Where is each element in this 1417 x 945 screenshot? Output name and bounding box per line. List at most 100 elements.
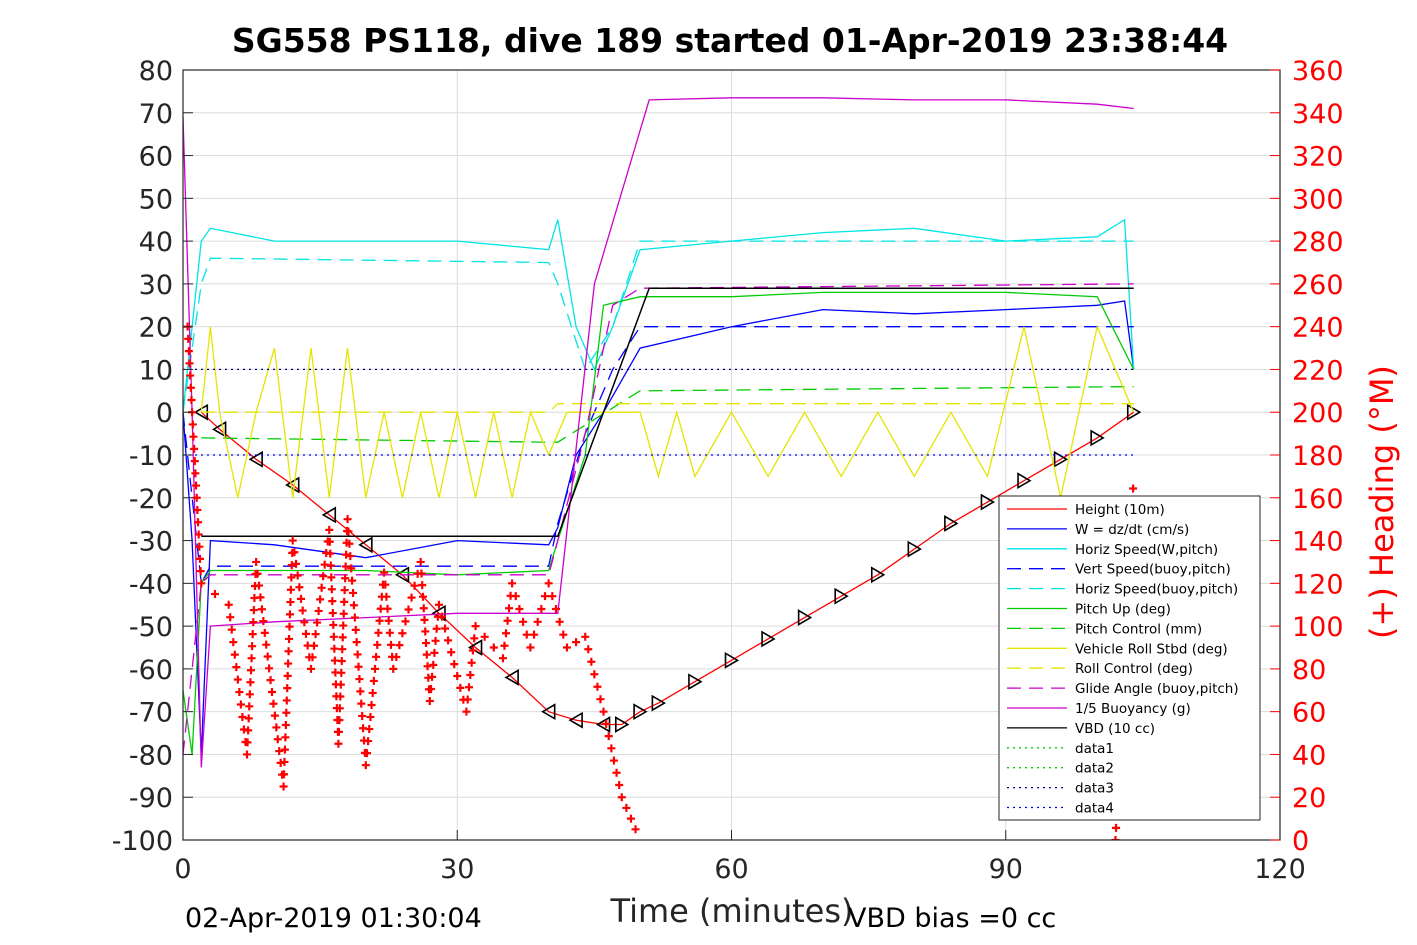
heading-point bbox=[210, 590, 219, 599]
series-glide-angle-buoy-pitch bbox=[183, 283, 1134, 755]
heading-point bbox=[347, 564, 356, 573]
heading-point bbox=[522, 630, 531, 639]
heading-point bbox=[470, 634, 479, 643]
heading-point bbox=[326, 549, 335, 558]
heading-point bbox=[270, 711, 279, 720]
height-marker bbox=[211, 420, 227, 438]
heading-point bbox=[194, 530, 203, 539]
height-marker bbox=[633, 703, 648, 721]
heading-point bbox=[314, 606, 323, 615]
legend-label-horiz-speed-buoy-pitch: Horiz Speed(buoy,pitch) bbox=[1075, 582, 1238, 598]
heading-point bbox=[249, 606, 258, 615]
right-tick-label: 100 bbox=[1292, 612, 1344, 643]
legend-label-vert-speed-buoy-pitch: Vert Speed(buoy,pitch) bbox=[1075, 562, 1231, 578]
heading-point bbox=[368, 688, 377, 697]
legend-label-glide-angle-buoy-pitch: Glide Angle (buoy,pitch) bbox=[1075, 681, 1239, 697]
heading-point bbox=[283, 671, 292, 680]
left-tick-label: -20 bbox=[129, 484, 173, 515]
heading-point bbox=[422, 639, 431, 648]
legend-label-roll-control-deg: Roll Control (deg) bbox=[1075, 661, 1193, 677]
bottom-tick-label: 30 bbox=[440, 854, 474, 885]
heading-point bbox=[354, 662, 363, 671]
heading-point bbox=[266, 676, 275, 685]
right-tick-label: 320 bbox=[1292, 142, 1344, 173]
heading-point bbox=[226, 613, 235, 622]
right-tick-label: 120 bbox=[1292, 569, 1344, 600]
heading-point bbox=[339, 621, 348, 630]
legend-label-1-5-buoyancy-g: 1/5 Buoyancy (g) bbox=[1075, 701, 1191, 717]
height-marker bbox=[761, 630, 776, 648]
height-marker bbox=[724, 651, 740, 669]
heading-point bbox=[329, 620, 338, 629]
heading-point bbox=[349, 601, 358, 610]
heading-point bbox=[195, 542, 204, 551]
left-tick-label: 10 bbox=[139, 355, 173, 386]
heading-point bbox=[284, 647, 293, 656]
heading-point bbox=[438, 612, 447, 621]
series-1-5-buoyancy-g bbox=[183, 97, 1134, 768]
height-marker bbox=[688, 673, 703, 691]
heading-point bbox=[346, 552, 355, 561]
heading-point bbox=[330, 644, 339, 653]
heading-point bbox=[306, 664, 315, 673]
heading-point bbox=[244, 714, 253, 723]
height-marker bbox=[797, 609, 813, 626]
heading-point bbox=[429, 660, 438, 669]
heading-point bbox=[519, 617, 528, 626]
heading-point bbox=[367, 700, 376, 709]
heading-point bbox=[263, 652, 272, 661]
height-marker bbox=[568, 711, 583, 729]
heading-point bbox=[301, 629, 310, 638]
heading-point bbox=[398, 629, 407, 638]
heading-point bbox=[273, 735, 282, 744]
heading-point bbox=[329, 632, 338, 641]
heading-point bbox=[453, 672, 462, 681]
heading-point bbox=[559, 630, 568, 639]
heading-point bbox=[386, 640, 395, 649]
heading-point bbox=[336, 692, 345, 701]
heading-point bbox=[280, 757, 289, 766]
heading-point bbox=[526, 643, 535, 652]
heading-point bbox=[184, 334, 193, 343]
heading-point bbox=[246, 666, 255, 675]
heading-point bbox=[338, 645, 347, 654]
heading-point bbox=[596, 695, 605, 704]
heading-point bbox=[249, 618, 258, 627]
heading-point bbox=[295, 583, 304, 592]
heading-point bbox=[286, 598, 295, 607]
heading-point bbox=[404, 605, 413, 614]
heading-point bbox=[421, 627, 430, 636]
heading-point bbox=[256, 593, 265, 602]
x-axis-label: Time (minutes) bbox=[610, 892, 854, 930]
heading-point bbox=[287, 573, 296, 582]
heading-point bbox=[392, 653, 401, 662]
height-marker bbox=[834, 587, 849, 605]
series-vehicle-roll-stbd-deg bbox=[200, 324, 1135, 498]
heading-point bbox=[381, 580, 390, 589]
heading-point bbox=[1112, 823, 1121, 832]
heading-point bbox=[246, 678, 255, 687]
heading-point bbox=[425, 696, 434, 705]
left-tick-label: 20 bbox=[139, 313, 173, 344]
heading-point bbox=[362, 749, 371, 758]
heading-point bbox=[418, 592, 427, 601]
heading-point bbox=[334, 739, 343, 748]
height-marker bbox=[1126, 403, 1142, 421]
heading-point bbox=[555, 617, 564, 626]
heading-point bbox=[328, 597, 337, 606]
heading-point bbox=[287, 561, 296, 570]
heading-point bbox=[467, 658, 476, 667]
heading-point bbox=[349, 588, 358, 597]
heading-point bbox=[444, 636, 453, 645]
heading-point bbox=[341, 574, 350, 583]
heading-point bbox=[508, 579, 517, 588]
heading-point bbox=[428, 672, 437, 681]
series-vbd-10-cc bbox=[201, 287, 1134, 538]
bottom-tick-label: 90 bbox=[989, 854, 1023, 885]
left-tick-label: 70 bbox=[139, 99, 173, 130]
y-axis-label-right: (+) Heading (°M) bbox=[1363, 365, 1401, 639]
heading-point bbox=[194, 518, 203, 527]
heading-point bbox=[262, 640, 271, 649]
left-tick-label: -30 bbox=[129, 527, 173, 558]
heading-point bbox=[297, 594, 306, 603]
